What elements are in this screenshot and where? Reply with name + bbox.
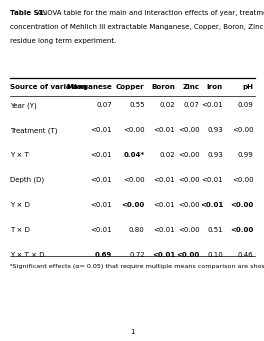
Text: <0.01: <0.01 bbox=[153, 227, 175, 233]
Text: 0.04*: 0.04* bbox=[124, 152, 145, 158]
Text: concentration of Mehlich III extractable Manganese, Copper, Boron, Zinc, Iron, a: concentration of Mehlich III extractable… bbox=[10, 24, 264, 30]
Text: <0.01: <0.01 bbox=[91, 152, 112, 158]
Text: 0.02: 0.02 bbox=[159, 152, 175, 158]
Text: Table S1.: Table S1. bbox=[10, 10, 46, 16]
Text: Manganese: Manganese bbox=[67, 84, 112, 90]
Text: <0.00: <0.00 bbox=[176, 252, 200, 258]
Text: Y × T × D: Y × T × D bbox=[10, 252, 45, 258]
Text: <0.01: <0.01 bbox=[201, 177, 223, 183]
Text: <0.01: <0.01 bbox=[91, 127, 112, 133]
Text: <0.00: <0.00 bbox=[232, 177, 253, 183]
Text: <0.01: <0.01 bbox=[91, 227, 112, 233]
Text: Copper: Copper bbox=[116, 84, 145, 90]
Text: <0.00: <0.00 bbox=[178, 177, 200, 183]
Text: 0.09: 0.09 bbox=[238, 102, 253, 108]
Text: Treatment (T): Treatment (T) bbox=[10, 127, 58, 134]
Text: <0.00: <0.00 bbox=[230, 202, 253, 208]
Text: <0.00: <0.00 bbox=[232, 127, 253, 133]
Text: 0.93: 0.93 bbox=[207, 127, 223, 133]
Text: <0.00: <0.00 bbox=[230, 227, 253, 233]
Text: Year (Y): Year (Y) bbox=[10, 102, 37, 109]
Text: 0.07: 0.07 bbox=[184, 102, 200, 108]
Text: Y × D: Y × D bbox=[10, 202, 30, 208]
Text: Y × T: Y × T bbox=[10, 152, 29, 158]
Text: Source of variation: Source of variation bbox=[10, 84, 87, 90]
Text: 0.99: 0.99 bbox=[238, 152, 253, 158]
Text: 0.80: 0.80 bbox=[129, 227, 145, 233]
Text: <0.00: <0.00 bbox=[178, 127, 200, 133]
Text: <0.00: <0.00 bbox=[178, 227, 200, 233]
Text: <0.01: <0.01 bbox=[152, 252, 175, 258]
Text: Depth (D): Depth (D) bbox=[10, 177, 44, 183]
Text: <0.00: <0.00 bbox=[123, 127, 145, 133]
Text: <0.00: <0.00 bbox=[121, 202, 145, 208]
Text: pH: pH bbox=[242, 84, 253, 90]
Text: ANOVA table for the main and interaction effects of year, treatment and depth on: ANOVA table for the main and interaction… bbox=[35, 10, 264, 16]
Text: Boron: Boron bbox=[151, 84, 175, 90]
Text: <0.01: <0.01 bbox=[201, 102, 223, 108]
Text: 0.69: 0.69 bbox=[95, 252, 112, 258]
Text: 0.02: 0.02 bbox=[159, 102, 175, 108]
Text: 0.46: 0.46 bbox=[238, 252, 253, 258]
Text: T × D: T × D bbox=[10, 227, 30, 233]
Text: <0.01: <0.01 bbox=[153, 202, 175, 208]
Text: <0.01: <0.01 bbox=[153, 127, 175, 133]
Text: <0.01: <0.01 bbox=[91, 177, 112, 183]
Text: 0.07: 0.07 bbox=[96, 102, 112, 108]
Text: 0.55: 0.55 bbox=[129, 102, 145, 108]
Text: 1: 1 bbox=[130, 329, 134, 335]
Text: <0.01: <0.01 bbox=[200, 202, 223, 208]
Text: <0.00: <0.00 bbox=[123, 177, 145, 183]
Text: <0.00: <0.00 bbox=[178, 202, 200, 208]
Text: <0.01: <0.01 bbox=[91, 202, 112, 208]
Text: Zinc: Zinc bbox=[183, 84, 200, 90]
Text: <0.00: <0.00 bbox=[178, 152, 200, 158]
Text: 0.51: 0.51 bbox=[208, 227, 223, 233]
Text: 0.93: 0.93 bbox=[207, 152, 223, 158]
Text: residue long term experiment.: residue long term experiment. bbox=[10, 38, 116, 44]
Text: Iron: Iron bbox=[207, 84, 223, 90]
Text: <0.01: <0.01 bbox=[153, 177, 175, 183]
Text: 0.10: 0.10 bbox=[207, 252, 223, 258]
Text: 0.72: 0.72 bbox=[129, 252, 145, 258]
Text: ᵃSignificant effects (α= 0.05) that require multiple means comparison are shown : ᵃSignificant effects (α= 0.05) that requ… bbox=[10, 264, 264, 269]
